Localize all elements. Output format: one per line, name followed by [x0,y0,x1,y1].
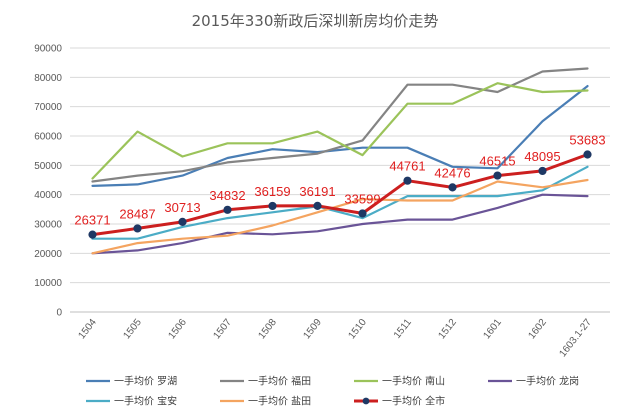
y-tick-label: 70000 [34,102,62,113]
legend-marker [362,397,370,405]
x-axis: 1504 1505 1506 1507 1508 1509 1510 1511 1512 1601… [76,317,594,360]
series-line [91,82,589,180]
y-tick-label: 60000 [34,132,62,143]
x-tick-label: 1505 [121,317,144,342]
series-line [91,165,589,240]
data-point [583,150,592,159]
chart-title: 2015年330新政后深圳新房均价走势 [192,12,439,30]
legend-label: 一手均价 全市 [382,395,445,408]
x-tick-label: 1512 [436,317,459,342]
data-label: 36159 [254,184,290,199]
legend-label: 一手均价 南山 [382,375,445,388]
x-tick-label: 1509 [301,317,324,342]
series-line [91,84,589,187]
data-point [403,176,412,185]
data-point [313,201,322,210]
y-axis: 0 10000 20000 30000 40000 50000 60000 70000 8000… [34,44,62,319]
data-label: 48095 [524,149,560,164]
data-point [178,217,187,227]
data-label: 34832 [209,188,245,203]
legend-label: 一手均价 宝安 [114,395,177,408]
data-label: 28487 [119,206,155,221]
series-line [91,67,589,183]
data-point [88,230,97,239]
y-tick-label: 0 [56,308,62,319]
series-line [91,193,589,255]
y-tick-label: 40000 [34,190,62,201]
y-tick-label: 50000 [34,161,62,172]
y-tick-label: 20000 [34,249,62,260]
series-line [91,153,589,237]
x-tick-label: 1506 [166,317,189,342]
data-point [538,166,547,176]
series-group [88,67,592,255]
data-label: 44761 [389,159,425,174]
data-label: 33599 [344,191,380,206]
x-tick-label: 1508 [256,317,279,342]
x-tick-label: 1601 [481,317,504,342]
x-tick-label: 1603.1-27 [557,317,594,360]
data-point [268,201,277,211]
data-point [358,209,367,218]
data-label: 46515 [479,154,515,169]
y-tick-label: 30000 [34,220,62,231]
data-point [223,205,232,214]
x-tick-label: 1504 [76,317,99,342]
x-tick-label: 1510 [346,317,369,342]
y-tick-label: 80000 [34,73,62,84]
x-tick-label: 1511 [392,317,414,341]
data-point [133,224,142,233]
data-label: 30713 [164,200,200,215]
legend-label: 一手均价 龙岗 [516,375,579,388]
grid-lines [70,47,610,313]
legend-label: 一手均价 福田 [248,375,311,388]
data-label: 26371 [74,213,110,228]
data-point [448,183,457,192]
y-tick-label: 90000 [34,44,62,55]
x-tick-label: 1602 [526,317,549,342]
data-label: 36191 [299,184,335,199]
data-label: 53683 [569,133,605,148]
data-label: 42476 [434,165,470,180]
data-labels: 26371 28487 30713 34832 36159 36191 33599 44761… [74,133,605,228]
legend-label: 一手均价 盐田 [248,395,311,408]
legend-label: 一手均价 罗湖 [114,375,177,388]
data-point [493,171,502,180]
x-tick-label: 1507 [211,317,234,342]
series-line [91,178,589,255]
y-tick-label: 10000 [34,278,62,289]
